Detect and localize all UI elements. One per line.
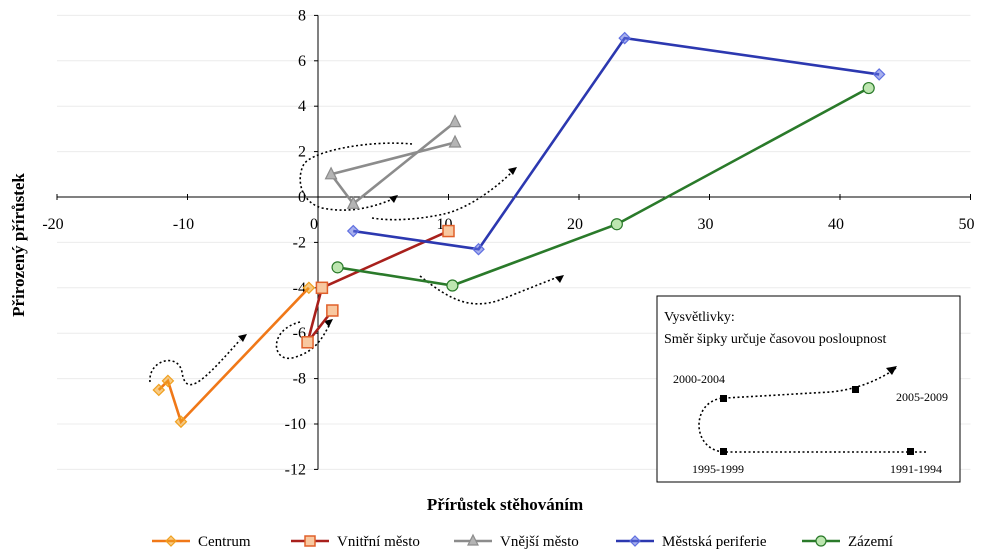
data-point — [161, 374, 175, 388]
x-tick-labels: -20 -10 0 10 20 30 40 50 — [42, 216, 974, 233]
data-point — [315, 281, 329, 295]
explanation-marker — [907, 448, 914, 455]
series-line — [328, 121, 456, 206]
data-point — [174, 415, 188, 429]
data-point — [472, 242, 485, 256]
legend-label: Centrum — [198, 534, 251, 550]
trend-arrow — [275, 321, 331, 359]
series-line — [157, 286, 310, 425]
legend-label: Zázemí — [848, 534, 893, 550]
data-point — [618, 31, 632, 45]
series-line — [337, 86, 870, 287]
x-tick-label: 20 — [567, 216, 583, 233]
legend-label: Městská periferie — [662, 534, 767, 550]
legend-marker — [165, 535, 177, 547]
data-point — [331, 261, 344, 274]
trend-arrowhead — [324, 319, 333, 327]
legend-marker — [815, 535, 827, 547]
period-label: 2000-2004 — [673, 372, 725, 386]
data-point — [302, 281, 316, 295]
explanation-marker — [720, 448, 727, 455]
y-axis-title: Přirozený přírůstek — [9, 173, 28, 317]
trend-arrow — [419, 275, 559, 305]
trend-arrowhead — [555, 275, 564, 283]
period-label: 2005-2009 — [896, 390, 948, 404]
trend-arrowhead — [508, 167, 517, 175]
trend-arrow — [371, 171, 513, 221]
trend-arrow — [299, 142, 413, 211]
data-point — [326, 304, 339, 317]
legend-marker — [467, 533, 479, 546]
y-tick-label: 0 — [298, 189, 306, 206]
data-point — [442, 224, 455, 238]
y-tick-label: 2 — [298, 144, 306, 161]
data-point — [446, 279, 459, 292]
data-point — [610, 218, 623, 231]
series-Centrum — [152, 281, 316, 429]
explanation-marker — [720, 395, 727, 402]
data-point — [448, 134, 462, 148]
explanation-marker — [852, 386, 859, 393]
legend-explanation-box: Vysvětlivky: Směr šipky určuje časovou p… — [656, 295, 961, 483]
data-point — [346, 224, 360, 238]
legend-marker — [629, 535, 641, 547]
y-tick-label: -8 — [293, 371, 306, 388]
data-point — [324, 166, 338, 180]
x-tick-label: 40 — [828, 216, 844, 233]
legend-label: Vnitřní město — [337, 534, 420, 550]
trend-arrows — [149, 142, 564, 386]
explanation-subtitle: Směr šipky určuje časovou posloupnost — [664, 332, 887, 347]
x-tick-label: 0 — [310, 216, 318, 233]
x-tick-label: -10 — [173, 216, 194, 233]
data-point — [872, 68, 886, 81]
series-lines — [152, 31, 886, 429]
legend-label: Vnější město — [500, 534, 579, 550]
legend-item: Centrum — [152, 534, 251, 550]
series-Vnější město — [324, 114, 462, 209]
data-point — [448, 114, 462, 128]
legend-item: Vnitřní město — [291, 534, 420, 550]
explanation-title: Vysvětlivky: — [664, 310, 735, 325]
data-point — [862, 81, 875, 95]
data-point — [346, 195, 360, 209]
data-point — [152, 383, 166, 397]
legend-item: Vnější město — [454, 533, 579, 550]
legend-item: Zázemí — [802, 534, 893, 550]
y-tick-label: 4 — [298, 98, 306, 115]
period-label: 1995-1999 — [692, 462, 744, 476]
x-tick-label: -20 — [42, 216, 63, 233]
y-tick-label: 6 — [298, 53, 306, 70]
period-label: 1991-1994 — [890, 462, 942, 476]
legend-marker — [304, 535, 316, 547]
y-tick-label: -2 — [293, 234, 306, 251]
x-tick-label: 30 — [698, 216, 714, 233]
data-point — [301, 336, 314, 349]
x-tick-label: 50 — [959, 216, 975, 233]
trend-arrowhead — [238, 334, 247, 342]
legend-item: Městská periferie — [616, 534, 767, 550]
explanation-arrowhead — [886, 366, 897, 375]
series-Městská periferie — [346, 31, 886, 256]
trend-arrowhead — [389, 195, 398, 203]
series-line — [306, 229, 450, 344]
trend-arrow — [149, 339, 241, 386]
x-axis-title: Přírůstek stěhováním — [427, 495, 583, 514]
series-Zázemí — [331, 81, 875, 292]
y-tick-label: -10 — [285, 416, 306, 433]
y-tick-label: -12 — [285, 461, 306, 478]
y-tick-label: 8 — [298, 7, 306, 24]
series-line — [353, 36, 880, 251]
legend: Centrum Vnitřní město Vnější město Městská … — [152, 533, 893, 550]
series-Vnitřní město — [301, 224, 455, 349]
